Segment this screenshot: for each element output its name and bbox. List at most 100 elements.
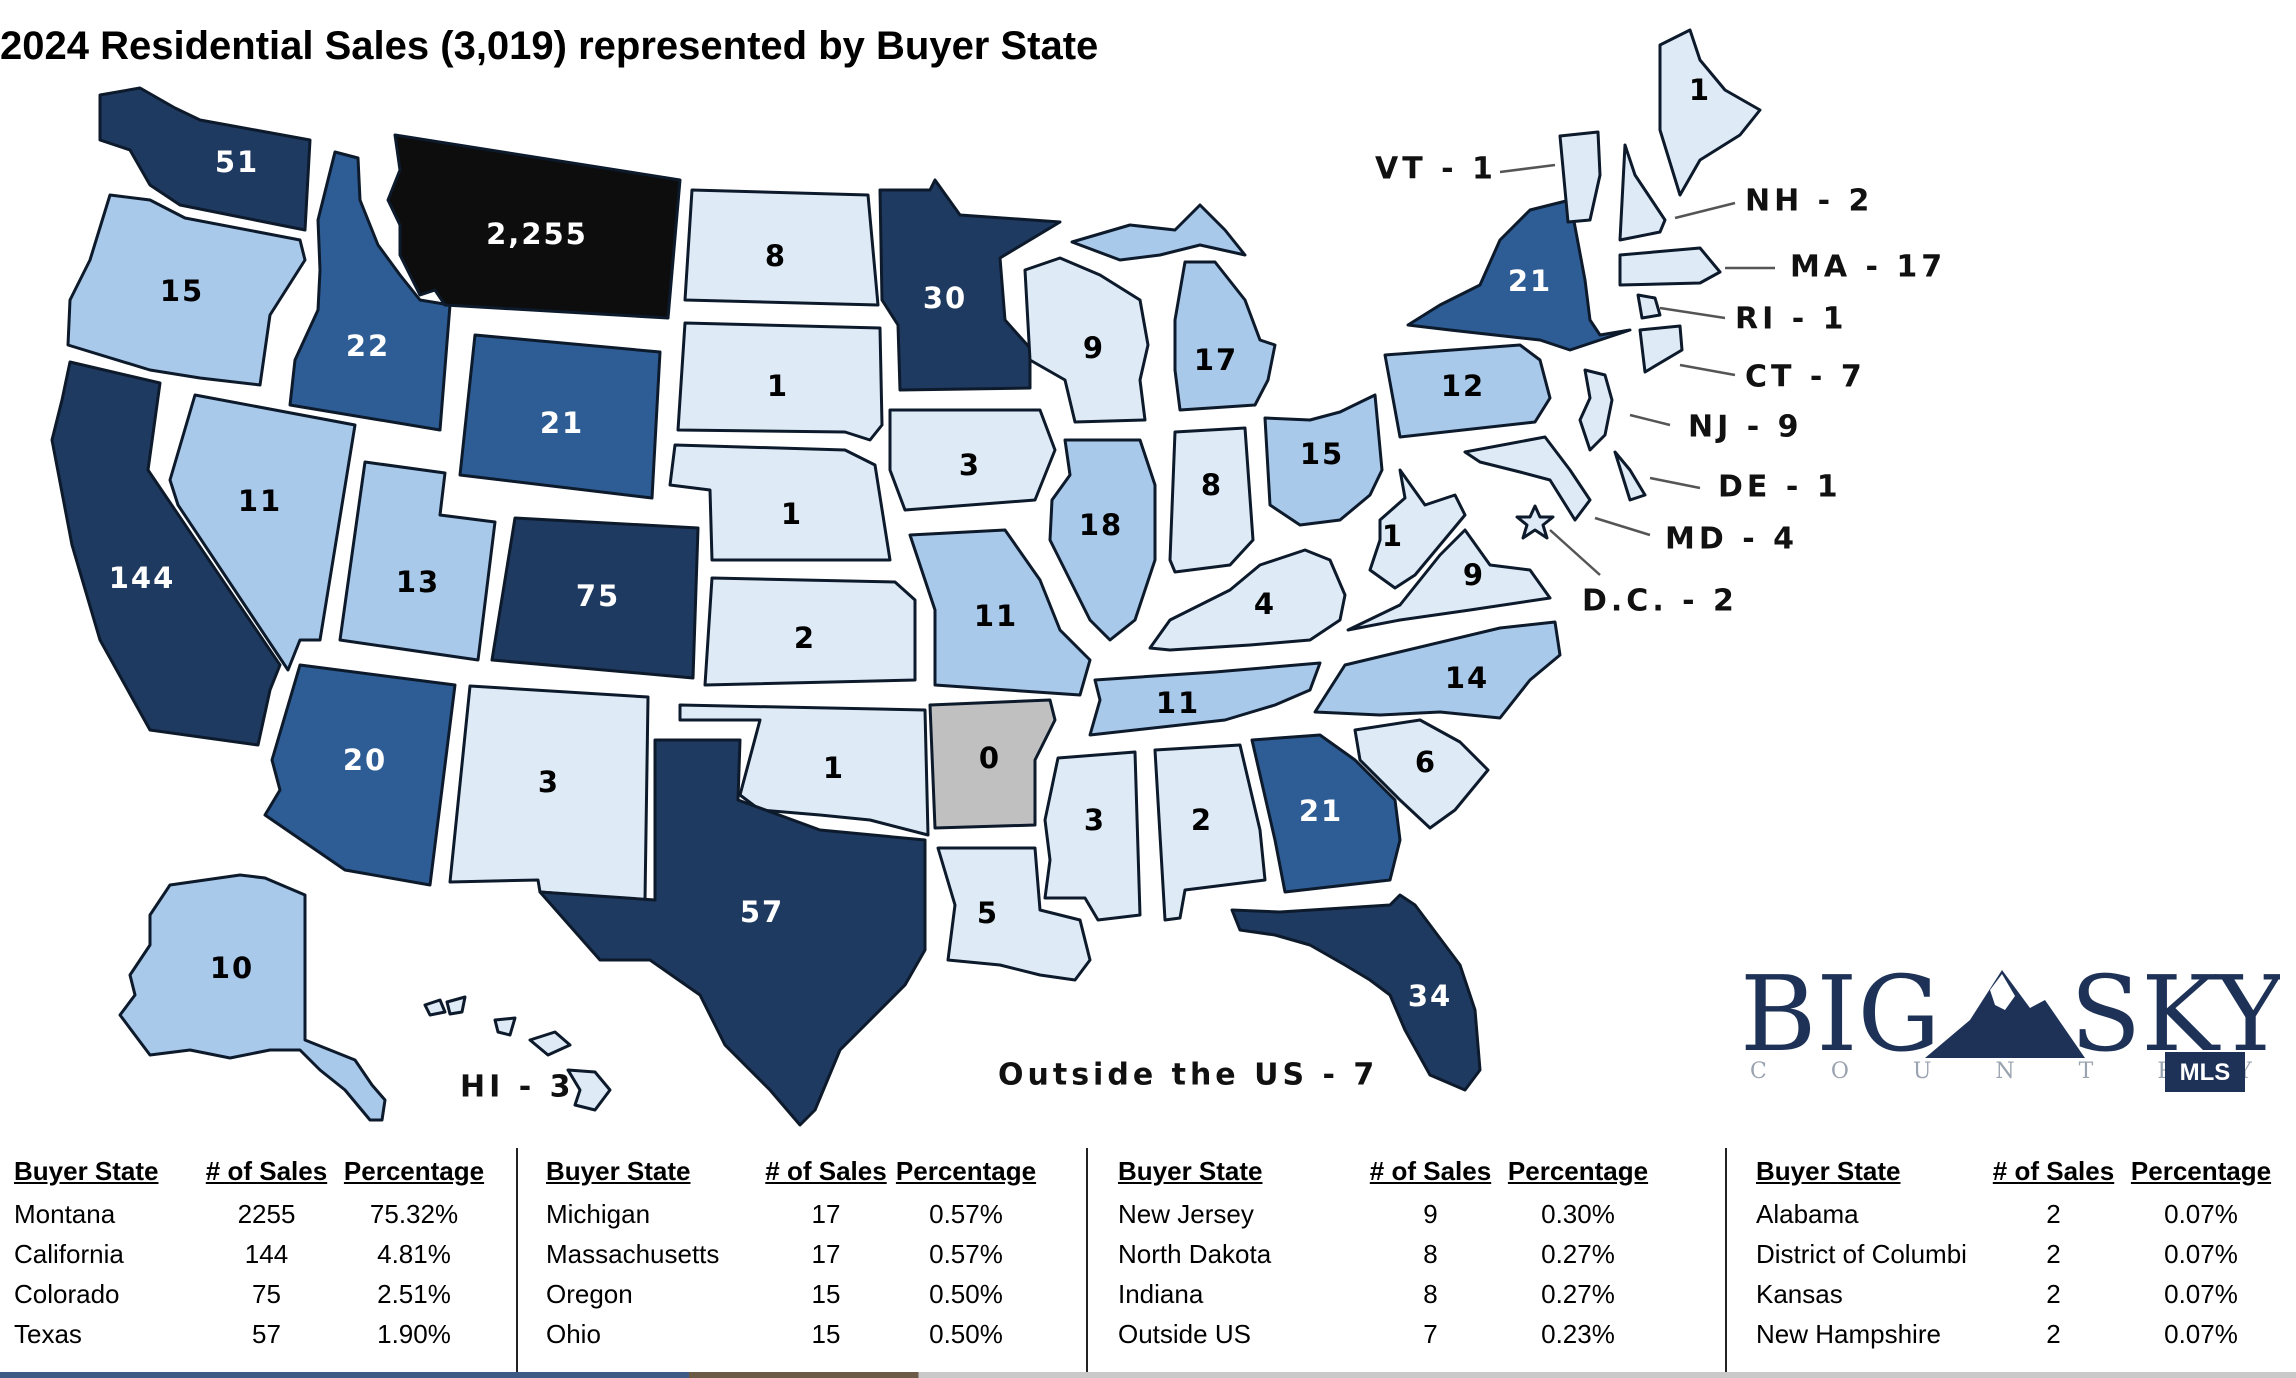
state-ca[interactable] bbox=[50, 360, 282, 747]
state-mi[interactable] bbox=[1173, 260, 1277, 412]
label-wi: 9 bbox=[1083, 331, 1105, 365]
state-tn[interactable] bbox=[1088, 661, 1322, 737]
state-ga[interactable] bbox=[1250, 733, 1402, 894]
state-nj[interactable] bbox=[1578, 368, 1614, 452]
state-fl[interactable] bbox=[1230, 893, 1482, 1092]
state-ia[interactable] bbox=[888, 408, 1057, 512]
state-sc[interactable] bbox=[1353, 718, 1490, 830]
sales-tables: Buyer State # of Sales Percentage Montan… bbox=[0, 1148, 2296, 1378]
table-row: Outside US 7 0.23% bbox=[1118, 1315, 1653, 1355]
state-la[interactable] bbox=[936, 846, 1092, 982]
label-wa: 51 bbox=[215, 145, 259, 179]
state-id[interactable] bbox=[288, 150, 452, 432]
label-nd: 8 bbox=[765, 239, 787, 273]
cell-state: Indiana bbox=[1118, 1279, 1204, 1309]
col-header-sales: # of Sales bbox=[765, 1156, 887, 1186]
label-ga: 21 bbox=[1299, 794, 1343, 828]
state-ak[interactable] bbox=[118, 873, 387, 1122]
state-co[interactable] bbox=[490, 516, 700, 680]
state-ok[interactable] bbox=[678, 703, 930, 837]
state-tx[interactable] bbox=[538, 738, 927, 1127]
state-al[interactable] bbox=[1153, 743, 1267, 922]
state-or[interactable] bbox=[66, 193, 307, 387]
mountain-icon bbox=[1925, 970, 2085, 1058]
state-vt[interactable] bbox=[1558, 130, 1602, 224]
label-mo: 11 bbox=[974, 599, 1018, 633]
state-ct[interactable] bbox=[1638, 324, 1684, 374]
label-sd: 1 bbox=[767, 369, 789, 403]
state-nv[interactable] bbox=[168, 393, 357, 672]
state-wy[interactable] bbox=[458, 333, 662, 500]
label-in: 8 bbox=[1201, 468, 1223, 502]
state-in[interactable] bbox=[1168, 426, 1255, 574]
state-va[interactable] bbox=[1346, 528, 1552, 632]
label-mn: 30 bbox=[923, 281, 967, 315]
callout-vt: VT - 1 bbox=[1375, 152, 1497, 187]
logo-word-big: BIG bbox=[1740, 960, 1941, 1075]
cell-state: North Dakota bbox=[1118, 1239, 1272, 1269]
state-ri[interactable] bbox=[1636, 293, 1662, 320]
table-row: District of Columbi 2 0.07% bbox=[1756, 1235, 2276, 1275]
cell-pct: 0.27% bbox=[1541, 1239, 1615, 1269]
label-wv: 1 bbox=[1382, 519, 1404, 553]
label-fl: 34 bbox=[1408, 979, 1452, 1013]
label-mi: 17 bbox=[1194, 343, 1238, 377]
cell-pct: 0.57% bbox=[929, 1239, 1003, 1269]
state-wa[interactable] bbox=[98, 86, 312, 232]
table-row: Alabama 2 0.07% bbox=[1756, 1195, 2276, 1235]
sales-table-3: Buyer State # of Sales Percentage New Je… bbox=[1118, 1150, 1653, 1378]
state-me[interactable] bbox=[1658, 28, 1762, 197]
cell-state: Michigan bbox=[546, 1199, 651, 1229]
cell-state: Texas bbox=[14, 1319, 82, 1349]
state-il[interactable] bbox=[1048, 438, 1157, 642]
table: Buyer State # of Sales Percentage Alabam… bbox=[1756, 1150, 2276, 1355]
state-hi[interactable] bbox=[423, 995, 612, 1112]
cell-sales: 2 bbox=[2046, 1239, 2061, 1269]
state-oh[interactable] bbox=[1263, 393, 1384, 527]
state-nd[interactable] bbox=[683, 188, 880, 307]
cell-pct: 0.57% bbox=[929, 1199, 1003, 1229]
state-ne[interactable] bbox=[668, 443, 892, 562]
state-ms[interactable] bbox=[1043, 750, 1142, 922]
col-header-state: Buyer State bbox=[546, 1156, 691, 1186]
state-ut[interactable] bbox=[338, 460, 497, 662]
state-nc[interactable] bbox=[1313, 620, 1562, 720]
label-ms: 3 bbox=[1084, 803, 1106, 837]
state-mt[interactable] bbox=[386, 133, 682, 320]
state-sd[interactable] bbox=[676, 321, 884, 442]
state-ma[interactable] bbox=[1618, 246, 1722, 287]
state-az[interactable] bbox=[263, 663, 457, 887]
label-nv: 11 bbox=[238, 484, 282, 518]
cell-sales: 8 bbox=[1423, 1279, 1438, 1309]
state-nh[interactable] bbox=[1618, 143, 1667, 242]
state-pa[interactable] bbox=[1383, 343, 1552, 439]
state-ar[interactable] bbox=[928, 698, 1057, 830]
state-mn[interactable] bbox=[878, 178, 1062, 392]
state-mo[interactable] bbox=[908, 528, 1092, 697]
state-ny[interactable] bbox=[1406, 198, 1632, 352]
cell-state: Outside US bbox=[1118, 1319, 1251, 1349]
cell-state: Ohio bbox=[546, 1319, 601, 1349]
col-header-pct: Percentage bbox=[1507, 1156, 1649, 1186]
state-mi-upper[interactable] bbox=[1070, 203, 1247, 262]
cell-sales: 2 bbox=[2046, 1199, 2061, 1229]
cell-pct: 0.27% bbox=[1541, 1279, 1615, 1309]
state-ky[interactable] bbox=[1148, 548, 1347, 652]
col-header-pct: Percentage bbox=[895, 1156, 1037, 1186]
label-la: 5 bbox=[977, 896, 999, 930]
cell-state: New Jersey bbox=[1118, 1199, 1254, 1229]
cell-sales: 15 bbox=[811, 1279, 841, 1309]
cell-sales: 17 bbox=[811, 1239, 841, 1269]
state-wi[interactable] bbox=[1023, 256, 1150, 424]
state-md[interactable] bbox=[1463, 435, 1592, 522]
state-de[interactable] bbox=[1613, 450, 1647, 502]
cell-sales: 75 bbox=[252, 1279, 281, 1309]
state-ks[interactable] bbox=[703, 576, 917, 687]
callout-nh: NH - 2 bbox=[1745, 184, 1873, 219]
label-ia: 3 bbox=[959, 448, 981, 482]
state-wv[interactable] bbox=[1368, 468, 1467, 590]
label-ok: 1 bbox=[823, 751, 845, 785]
state-dc[interactable] bbox=[1515, 504, 1555, 540]
label-tn: 11 bbox=[1156, 686, 1200, 720]
col-header-pct: Percentage bbox=[2130, 1156, 2272, 1186]
